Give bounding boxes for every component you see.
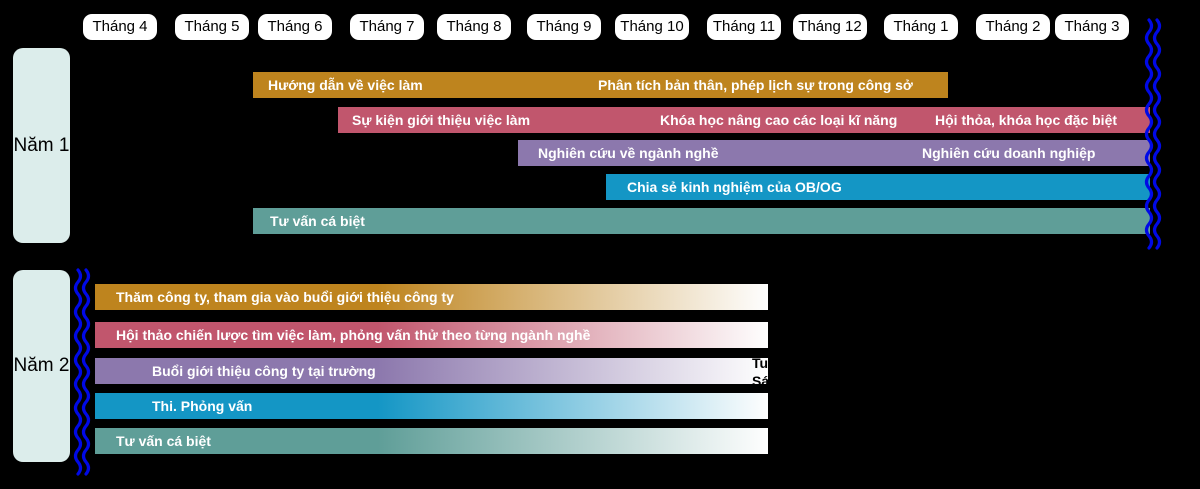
year-2-box: Năm 2 [13, 270, 70, 462]
bar-label: Buổi giới thiệu công ty tại trường [152, 363, 376, 379]
month-label: Tháng 2 [976, 14, 1050, 40]
bar-y2-campus-sessions: Buổi giới thiệu công ty tại trường [95, 358, 768, 384]
bar-y2-strategy-seminar: Hội thảo chiến lược tìm việc làm, phỏng … [95, 322, 768, 348]
continuation-squiggle-icon [73, 268, 91, 476]
year-1-box: Năm 1 [13, 48, 70, 243]
bar-y2-counseling: Tư vấn cá biệt [95, 428, 768, 454]
month-label: Tháng 4 [83, 14, 157, 40]
bar-label: Chia sẻ kinh nghiệm của OB/OG [627, 179, 842, 195]
month-label: Tháng 8 [437, 14, 511, 40]
month-label: Tháng 9 [527, 14, 601, 40]
bar-y1-guidance: Hướng dẫn về việc làm Phân tích bản thân… [253, 72, 948, 98]
month-label: Tháng 6 [258, 14, 332, 40]
month-label: Tháng 3 [1055, 14, 1129, 40]
clipped-label-line2: Sá [752, 373, 770, 389]
bar-label: Hội thảo chiến lược tìm việc làm, phỏng … [116, 327, 591, 343]
month-label: Tháng 12 [793, 14, 867, 40]
bar-label: Hội thỏa, khóa học đặc biệt [935, 112, 1118, 128]
month-label: Tháng 11 [707, 14, 781, 40]
clipped-label-line1: Tu [752, 355, 769, 371]
bar-label: Tư vấn cá biệt [270, 213, 365, 229]
bar-label: Phân tích bản thân, phép lịch sự trong c… [598, 77, 913, 93]
bar-label: Khóa học nâng cao các loại kĩ năng [660, 112, 898, 128]
bar-label: Thi. Phỏng vấn [152, 398, 253, 414]
bar-y2-company-visits: Thăm công ty, tham gia vào buổi giới thi… [95, 284, 768, 310]
bar-label: Thăm công ty, tham gia vào buổi giới thi… [116, 289, 454, 305]
month-label: Tháng 10 [615, 14, 689, 40]
month-label: Tháng 7 [350, 14, 424, 40]
bar-label: Nghiên cứu về ngành nghề [538, 145, 719, 161]
bar-label: Sự kiện giới thiệu việc làm [352, 112, 531, 128]
bar-label: Hướng dẫn về việc làm [268, 77, 423, 93]
bar-y1-counseling: Tư vấn cá biệt [253, 208, 1150, 234]
bar-y1-research: Nghiên cứu về ngành nghề Nghiên cứu doan… [518, 140, 1150, 166]
bar-label: Nghiên cứu doanh nghiệp [922, 145, 1096, 161]
clipped-label: Tu Sá [752, 354, 769, 390]
month-label: Tháng 5 [175, 14, 249, 40]
bar-y1-obog: Chia sẻ kinh nghiệm của OB/OG [606, 174, 1150, 200]
month-label: Tháng 1 [884, 14, 958, 40]
bar-y2-exams-interviews: Thi. Phỏng vấn [95, 393, 768, 419]
continuation-squiggle-icon [1144, 18, 1162, 250]
bar-label: Tư vấn cá biệt [116, 433, 211, 449]
bar-y1-events: Sự kiện giới thiệu việc làm Khóa học nân… [338, 107, 1150, 133]
